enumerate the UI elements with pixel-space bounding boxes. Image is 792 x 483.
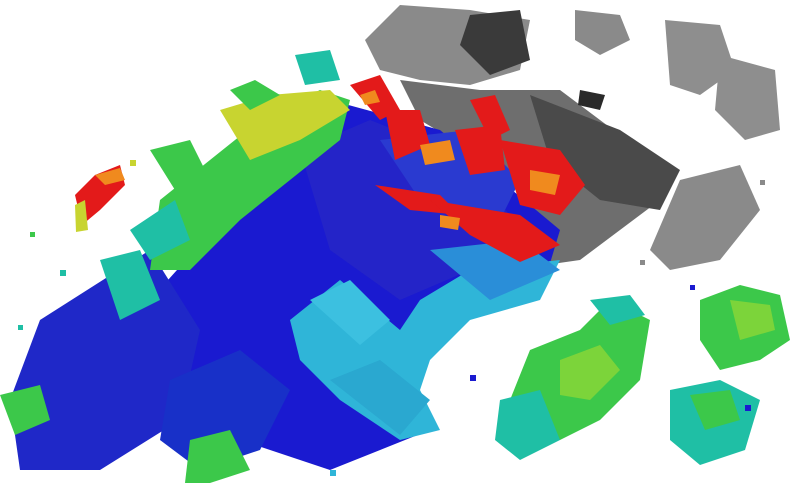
ground-voxels-cyan xyxy=(290,240,560,440)
scattered-voxels xyxy=(18,160,765,476)
elevated-voxels-red xyxy=(350,75,585,262)
vegetation-voxels-right xyxy=(185,285,790,483)
elevated-voxels-left xyxy=(75,165,125,232)
unknown-voxels-grey xyxy=(365,5,780,270)
vegetation-voxels-left xyxy=(0,50,350,435)
